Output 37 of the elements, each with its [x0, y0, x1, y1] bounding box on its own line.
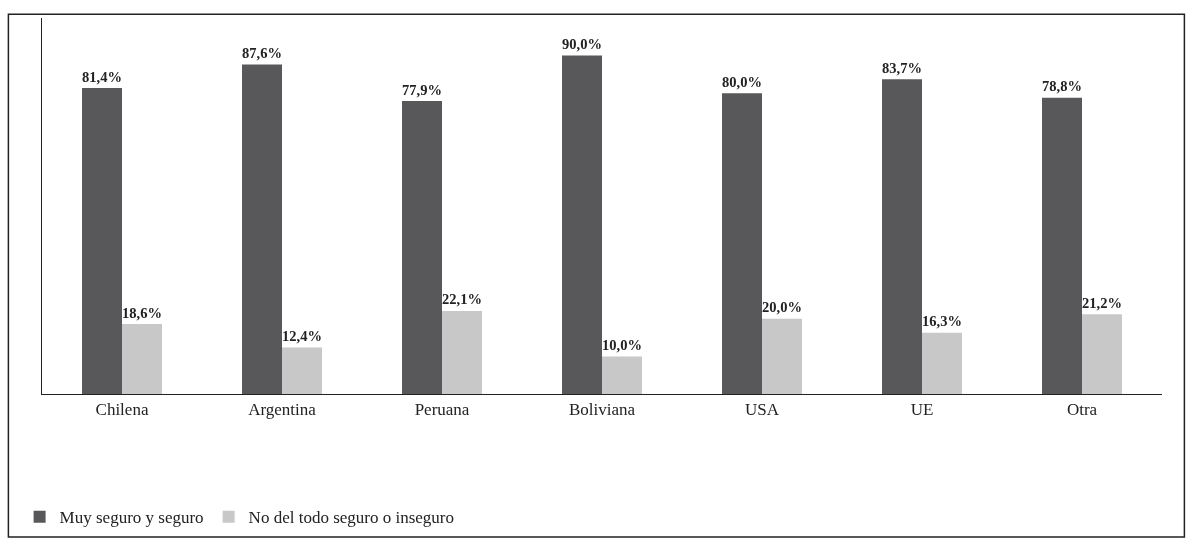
legend-label: No del todo seguro o inseguro [248, 508, 455, 528]
x-tick-label: Peruana [414, 400, 470, 420]
data-label: 12,4% [282, 327, 322, 344]
data-label: 87,6% [242, 45, 282, 62]
data-label: 10,0% [602, 336, 642, 353]
bar [402, 101, 442, 394]
data-label: 83,7% [882, 59, 922, 76]
bar [922, 332, 962, 394]
bar [82, 87, 122, 394]
x-tick-label: Chilena [95, 400, 149, 420]
data-label: 21,2% [1082, 294, 1122, 311]
data-label: 77,9% [402, 81, 442, 98]
x-tick-label: USA [744, 400, 780, 420]
x-tick-label: UE [910, 400, 934, 420]
data-label: 78,8% [1042, 78, 1082, 95]
data-label: 80,0% [722, 73, 762, 90]
legend-label: Muy seguro y seguro [59, 508, 204, 528]
bar [722, 93, 762, 394]
data-label: 22,1% [442, 291, 482, 308]
bar [602, 356, 642, 394]
bar [442, 310, 482, 394]
bar [282, 347, 322, 394]
bar [1082, 314, 1122, 394]
bar [562, 55, 602, 394]
x-tick-label: Otra [1066, 400, 1098, 420]
bar [122, 324, 162, 394]
data-label: 90,0% [562, 36, 602, 53]
bar [762, 318, 802, 394]
bar [242, 64, 282, 394]
bar [1042, 97, 1082, 394]
x-tick-label: Argentina [248, 400, 317, 420]
data-label: 81,4% [82, 68, 122, 85]
data-label: 16,3% [922, 313, 962, 330]
x-tick-label: Boliviana [568, 400, 636, 420]
data-label: 20,0% [762, 299, 802, 316]
bar [882, 79, 922, 394]
data-label: 18,6% [122, 304, 162, 321]
